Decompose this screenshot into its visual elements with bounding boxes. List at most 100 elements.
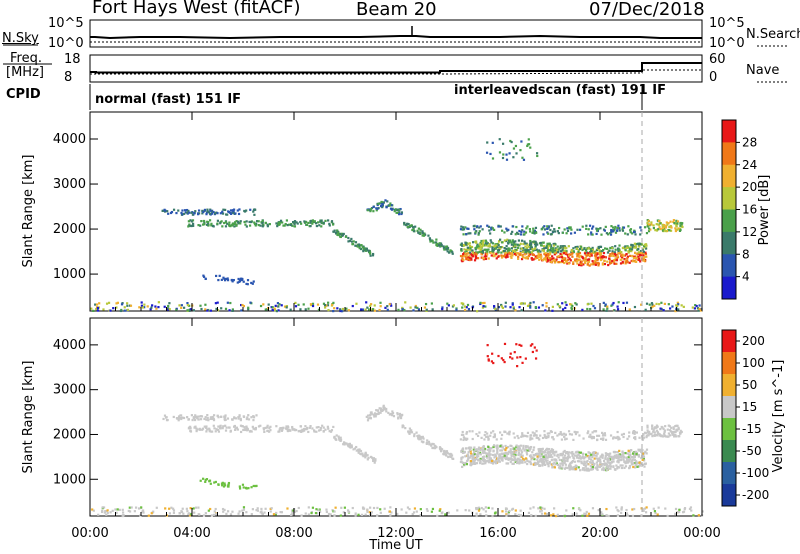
range-cell [510, 241, 513, 244]
range-cell [562, 450, 565, 454]
range-cell [554, 431, 557, 435]
range-cell [242, 280, 245, 283]
range-cell [133, 510, 136, 513]
range-cell [518, 453, 521, 456]
range-cell [266, 223, 269, 226]
range-cell [289, 223, 292, 227]
range-cell [623, 466, 626, 470]
range-cell [194, 506, 198, 509]
range-cell [585, 227, 588, 230]
range-cell [609, 233, 613, 236]
range-cell [480, 239, 483, 243]
range-cell [370, 303, 373, 306]
range-cell [592, 453, 596, 456]
cpid-mode-1: normal (fast) 151 IF [95, 92, 242, 107]
range-cell [101, 509, 104, 512]
range-cell [610, 246, 613, 250]
range-cell [398, 213, 401, 216]
range-cell [412, 228, 415, 231]
range-cell [565, 451, 568, 455]
range-cell [676, 424, 679, 427]
range-cell [569, 462, 572, 466]
range-cell [419, 508, 422, 511]
range-cell [465, 306, 468, 309]
range-cell [552, 250, 555, 253]
range-cell [506, 238, 509, 241]
range-cell [472, 448, 475, 451]
colorbar-tick-label: 4 [742, 270, 750, 284]
range-cell [146, 305, 149, 308]
range-cell [669, 220, 672, 223]
range-cell [199, 479, 202, 482]
range-cell [267, 303, 270, 306]
range-cell [507, 249, 510, 252]
range-cell [421, 231, 424, 234]
range-cell [475, 462, 479, 465]
range-cell [672, 427, 675, 431]
range-cell [579, 254, 582, 257]
range-cell [189, 219, 192, 222]
range-cell [344, 442, 347, 445]
range-cell [388, 510, 391, 513]
range-cell [620, 456, 623, 459]
range-cell [497, 457, 500, 461]
range-cell [394, 208, 397, 211]
range-cell [489, 453, 492, 456]
range-cell [467, 451, 470, 454]
range-cell [597, 508, 600, 512]
range-cell [197, 418, 200, 421]
range-cell [511, 462, 514, 465]
range-cell [299, 220, 302, 224]
range-cell [473, 252, 477, 256]
range-cell [607, 514, 610, 518]
range-cell [578, 251, 582, 255]
range-cell [269, 425, 272, 428]
range-cell [398, 412, 401, 416]
range-cell [618, 229, 621, 232]
range-cell [376, 514, 379, 517]
range-cell [285, 305, 288, 308]
range-cell [631, 246, 634, 249]
range-cell [256, 220, 259, 223]
range-cell [537, 462, 540, 465]
range-cell [661, 226, 665, 229]
range-cell [462, 255, 466, 258]
range-cell [303, 220, 306, 223]
range-cell [211, 224, 215, 228]
range-cell [503, 452, 506, 455]
colorbar-swatch [722, 330, 736, 353]
range-cell [566, 466, 569, 470]
range-cell [325, 304, 328, 307]
range-cell [462, 258, 465, 261]
range-cell [516, 434, 519, 438]
range-cell [506, 462, 510, 465]
range-cell [486, 141, 489, 144]
range-cell [304, 425, 307, 428]
range-cell [239, 419, 242, 422]
range-cell [331, 303, 334, 306]
range-cell [421, 435, 424, 438]
range-cell [249, 301, 252, 304]
range-cell [493, 228, 496, 231]
range-cell [309, 221, 312, 224]
range-cell [441, 307, 444, 311]
range-cell [505, 227, 508, 230]
range-cell [429, 240, 432, 243]
range-cell [547, 225, 550, 229]
range-cell [512, 306, 515, 309]
range-cell [502, 249, 506, 253]
colorbar-tick-label: -100 [742, 466, 769, 480]
colorbar-tick-label: 28 [742, 135, 757, 149]
range-cell [109, 309, 112, 312]
range-cell [444, 513, 447, 516]
range-cell [634, 233, 637, 236]
range-cell [517, 232, 520, 235]
range-cell [674, 222, 678, 225]
range-cell [628, 460, 631, 463]
range-cell [371, 254, 375, 257]
range-cell [286, 224, 289, 227]
range-cell [245, 417, 248, 421]
range-cell [233, 222, 236, 226]
range-cell [214, 302, 217, 305]
range-cell [417, 231, 420, 234]
